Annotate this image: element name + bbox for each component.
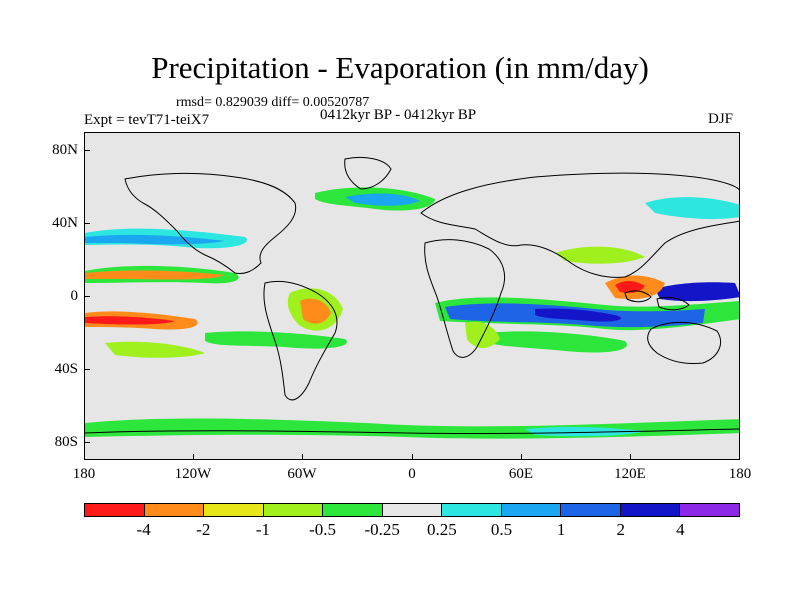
colorbar-box [85,504,145,516]
world-map [84,132,740,460]
lat-tick [84,369,90,370]
lon-label-120e: 120E [614,466,646,482]
colorbar-label: -1 [255,520,270,539]
colorbar-box [323,504,383,516]
colorbar-label: -4 [136,520,151,539]
map-field-svg [85,156,739,439]
lon-label-60w: 60W [287,466,317,482]
season-label: DJF [708,111,734,127]
colorbar-box [620,504,681,516]
lat-tick [84,442,90,443]
lon-label-0: 0 [408,466,416,482]
lat-label-0: 0 [70,288,79,304]
lon-label-120w: 120W [174,466,212,482]
lon-tick [630,454,631,460]
colorbar-label: -0.25 [364,520,400,539]
coastlines [85,156,739,435]
colorbar-label: 1 [556,520,566,539]
lat-label-40n: 40N [52,215,78,231]
colorbar-label: -0.5 [309,520,336,539]
colorbar-box [263,504,324,516]
lat-label-80n: 80N [52,142,78,158]
lat-label-40s: 40S [54,361,78,377]
colorbar-label: 0.25 [426,520,457,539]
period-text: 0412kyr BP - 0412kyr BP [320,107,477,123]
colorbar [84,503,740,517]
colorbar-label: 4 [676,520,685,539]
experiment-label: Expt = tevT71-teiX7 [84,112,210,128]
lon-tick [521,454,522,460]
colorbar-box [680,504,740,516]
stats-text: rmsd= 0.829039 diff= 0.00520787 [176,95,370,110]
lon-tick [193,454,194,460]
lon-tick [302,454,303,460]
colorbar-box [144,504,205,516]
colorbar-box [561,504,621,516]
lat-label-80s: 80S [54,434,78,450]
colorbar-box [204,504,264,516]
lon-tick [412,454,413,460]
lat-tick [84,223,90,224]
colorbar-box [501,504,562,516]
colorbar-box [382,504,443,516]
lon-label-60e: 60E [508,466,534,482]
colorbar-label: 2 [616,520,625,539]
colorbar-label: -2 [196,520,211,539]
colorbar-box [442,504,502,516]
lat-tick [84,150,90,151]
lon-label-180e: 180 [728,466,752,482]
field-shading [85,187,739,439]
chart-title: Precipitation - Evaporation (in mm/day) [151,50,649,85]
lat-tick [84,296,90,297]
lon-label-180w: 180 [72,466,96,482]
colorbar-label: 0.5 [490,520,513,539]
